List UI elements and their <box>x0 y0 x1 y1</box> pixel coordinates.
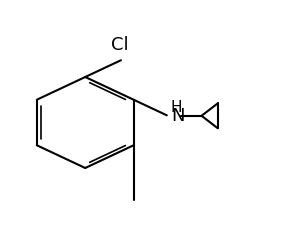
Text: H: H <box>170 100 182 115</box>
Text: Cl: Cl <box>111 36 128 54</box>
Text: N: N <box>171 107 185 125</box>
